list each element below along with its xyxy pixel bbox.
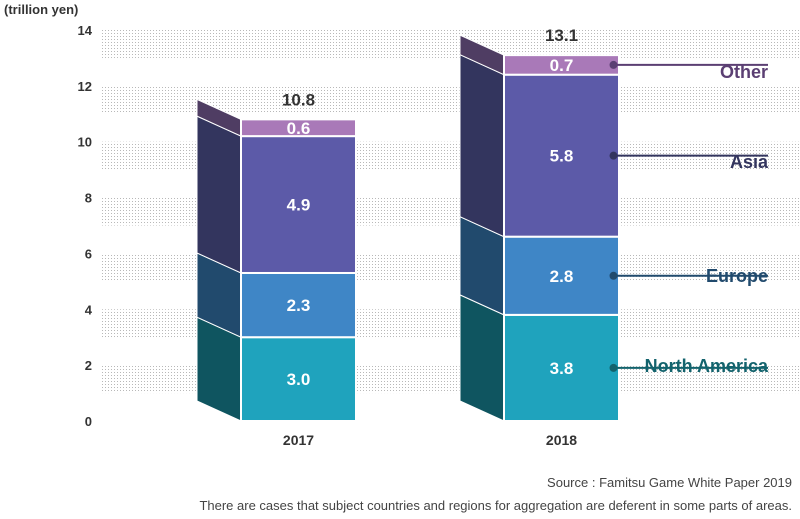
segment-value-label: 2.8 <box>550 267 574 286</box>
y-tick-label: 14 <box>78 23 93 38</box>
bar-group-2017: 3.0 2.3 4.9 0.6 10.8 2017 <box>196 90 357 448</box>
y-tick-label: 0 <box>85 414 92 429</box>
segment-value-label: 3.8 <box>550 359 574 378</box>
grid-band <box>100 30 800 58</box>
source-note: Source : Famitsu Game White Paper 2019 <box>547 475 792 490</box>
segment-value-label: 4.9 <box>287 196 311 215</box>
y-tick-label: 4 <box>85 302 93 317</box>
y-tick-label: 2 <box>85 358 92 373</box>
segment-value-label: 0.6 <box>287 119 311 138</box>
legend-item-other: Other <box>609 60 768 82</box>
y-axis: (trillion yen) 0 2 4 6 8 10 12 14 <box>4 2 93 429</box>
legend-item-europe: Europe <box>609 266 768 286</box>
bar-side-asia <box>459 53 505 238</box>
bar-segment-europe <box>240 271 357 339</box>
bar-segment-north-america <box>240 336 357 423</box>
y-tick-label: 10 <box>78 135 92 150</box>
bar-segment-north-america <box>503 313 620 422</box>
bar-side-asia <box>196 115 242 274</box>
bar-total-label: 13.1 <box>545 26 578 45</box>
bar-total-label: 10.8 <box>282 90 315 109</box>
legend-item-asia: Asia <box>609 151 769 172</box>
y-tick-label: 12 <box>78 79 92 94</box>
legend: North America Europe Asia Other <box>609 60 769 376</box>
legend-label: Other <box>720 62 768 82</box>
legend-label: North America <box>645 356 769 376</box>
legend-label: Europe <box>706 266 768 286</box>
bars: 3.0 2.3 4.9 0.6 10.8 2017 3.8 2.8 5.8 0.7 13.1 2018 <box>196 26 620 448</box>
y-tick-label: 8 <box>85 191 92 206</box>
y-tick-label: 6 <box>85 246 92 261</box>
segment-value-label: 2.3 <box>287 296 311 315</box>
legend-item-north-america: North America <box>609 356 769 376</box>
x-category-label: 2018 <box>546 432 577 448</box>
stacked-bar-chart: (trillion yen) 0 2 4 6 8 10 12 14 3.0 2.3 4.9 0.6 1… <box>4 2 800 448</box>
y-axis-label: (trillion yen) <box>4 2 78 17</box>
bar-side-north-america <box>459 294 505 422</box>
bar-segment-asia <box>503 73 620 238</box>
aggregation-note: There are cases that subject countries a… <box>199 498 792 513</box>
bar-segment-other <box>240 118 357 138</box>
segment-value-label: 0.7 <box>550 56 574 75</box>
segment-value-label: 3.0 <box>287 370 311 389</box>
x-category-label: 2017 <box>283 432 314 448</box>
bar-group-2018: 3.8 2.8 5.8 0.7 13.1 2018 <box>459 26 620 448</box>
segment-value-label: 5.8 <box>550 147 574 166</box>
legend-label: Asia <box>730 152 769 172</box>
bar-segment-europe <box>503 235 620 316</box>
